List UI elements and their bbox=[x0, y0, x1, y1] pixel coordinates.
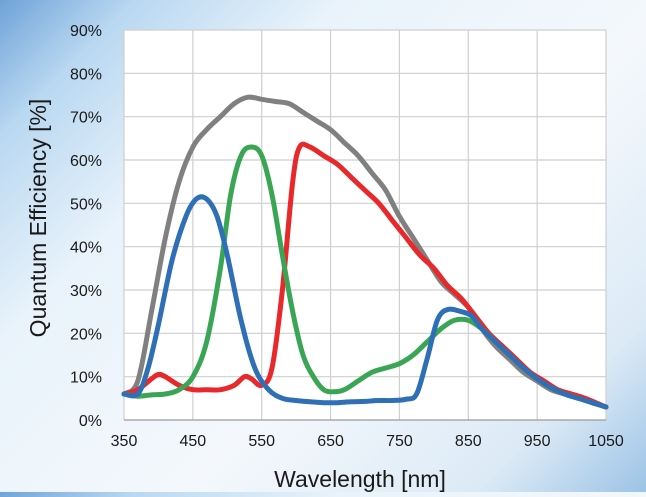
series-line-4 bbox=[121, 194, 609, 410]
grid bbox=[123, 29, 607, 421]
x-tick-label: 750 bbox=[386, 433, 413, 450]
y-tick-label: 80% bbox=[70, 66, 102, 83]
x-tick-label: 550 bbox=[248, 433, 275, 450]
x-axis-label: Wavelength [nm] bbox=[274, 466, 446, 492]
y-tick-label: 0% bbox=[79, 413, 102, 430]
series-layer bbox=[121, 94, 609, 410]
x-tick-label: 350 bbox=[111, 433, 138, 450]
y-tick-label: 60% bbox=[70, 153, 102, 170]
x-tick-label: 850 bbox=[455, 433, 482, 450]
x-tick-label: 450 bbox=[180, 433, 207, 450]
y-tick-label: 90% bbox=[70, 23, 102, 40]
y-tick-label: 10% bbox=[70, 370, 102, 387]
x-tick-label: 950 bbox=[524, 433, 551, 450]
y-tick-label: 30% bbox=[70, 283, 102, 300]
y-tick-label: 40% bbox=[70, 240, 102, 257]
y-axis-label: Quantum Efficiency [%] bbox=[25, 99, 51, 338]
y-tick-label: 70% bbox=[70, 110, 102, 127]
x-tick-label: 650 bbox=[317, 433, 344, 450]
y-tick-label: 20% bbox=[70, 326, 102, 343]
series-line-1 bbox=[121, 94, 609, 410]
x-tick-label: 1050 bbox=[588, 433, 624, 450]
tick-labels: 350 450 550 650 750 850 950 1050 0% 10% 20% 30% 40% 5… bbox=[70, 23, 624, 450]
y-tick-label: 50% bbox=[70, 196, 102, 213]
plot-area bbox=[124, 30, 606, 420]
